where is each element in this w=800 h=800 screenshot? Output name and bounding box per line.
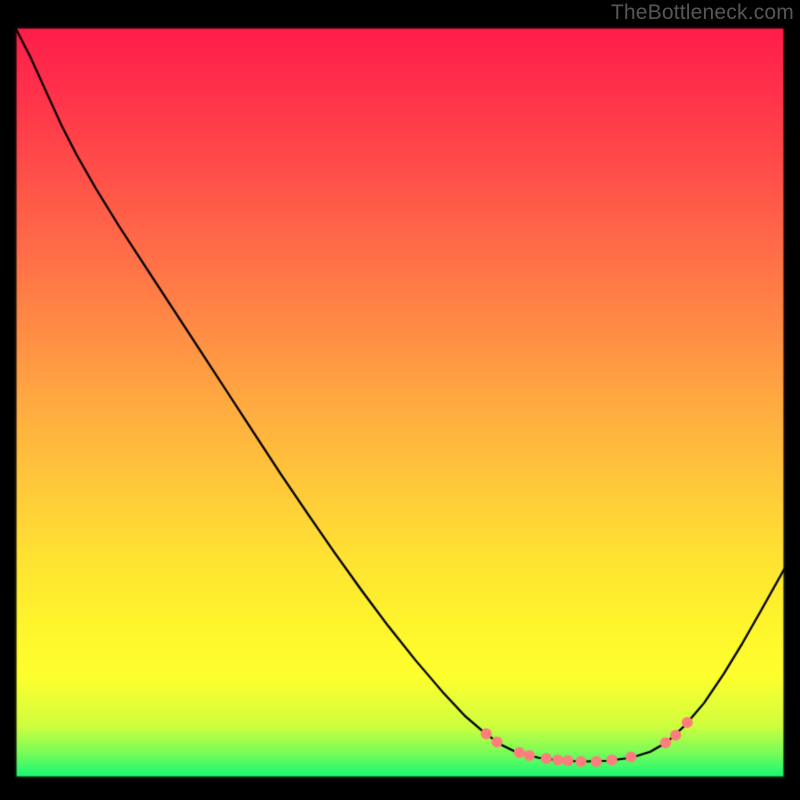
watermark-text: TheBottleneck.com xyxy=(611,1,794,25)
chart-canvas-curve xyxy=(0,0,800,800)
chart-stage: TheBottleneck.com xyxy=(0,0,800,800)
